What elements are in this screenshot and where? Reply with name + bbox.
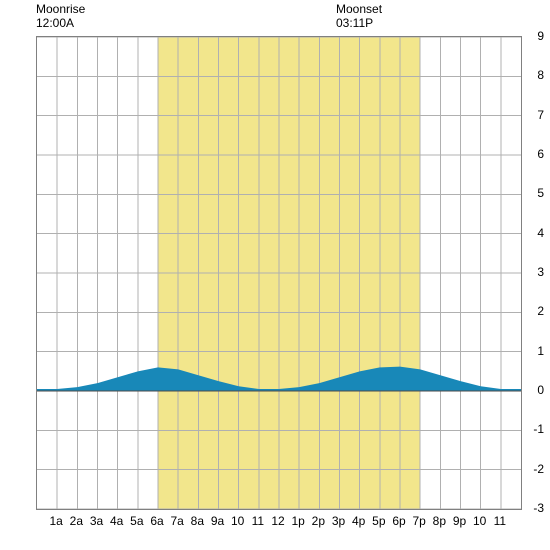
x-tick: 4p [349,514,369,528]
x-tick: 10 [470,514,490,528]
tide-area [37,37,521,509]
y-tick: 1 [526,344,544,358]
moonrise-label: Moonrise 12:00A [36,2,85,30]
y-tick: 3 [526,265,544,279]
y-tick: 5 [526,186,544,200]
x-tick: 9p [450,514,470,528]
y-tick: 0 [526,383,544,397]
moonrise-time: 12:00A [36,16,85,30]
x-tick: 2a [66,514,86,528]
moonrise-title: Moonrise [36,2,85,16]
y-tick: 2 [526,304,544,318]
x-tick: 7a [167,514,187,528]
x-tick: 2p [308,514,328,528]
x-tick: 4a [107,514,127,528]
x-tick: 5p [369,514,389,528]
x-tick: 12 [268,514,288,528]
x-tick: 6a [147,514,167,528]
x-tick: 5a [127,514,147,528]
y-tick: 4 [526,226,544,240]
x-tick: 9a [208,514,228,528]
tide-chart: Moonrise 12:00A Moonset 03:11P -3-2-1012… [0,0,550,550]
x-tick: 8p [429,514,449,528]
y-tick: -1 [526,422,544,436]
x-tick: 1p [288,514,308,528]
x-tick: 3p [329,514,349,528]
y-tick: 6 [526,147,544,161]
y-tick: 9 [526,29,544,43]
moonset-title: Moonset [336,2,382,16]
x-tick: 8a [187,514,207,528]
y-tick: 7 [526,108,544,122]
moonset-label: Moonset 03:11P [336,2,382,30]
x-tick: 11 [490,514,510,528]
x-tick: 3a [87,514,107,528]
y-tick: 8 [526,68,544,82]
y-tick: -2 [526,462,544,476]
x-tick: 10 [228,514,248,528]
plot-area [36,36,522,510]
x-tick: 7p [409,514,429,528]
y-tick: -3 [526,501,544,515]
x-tick: 6p [389,514,409,528]
x-tick: 11 [248,514,268,528]
x-tick: 1a [46,514,66,528]
moonset-time: 03:11P [336,16,382,30]
